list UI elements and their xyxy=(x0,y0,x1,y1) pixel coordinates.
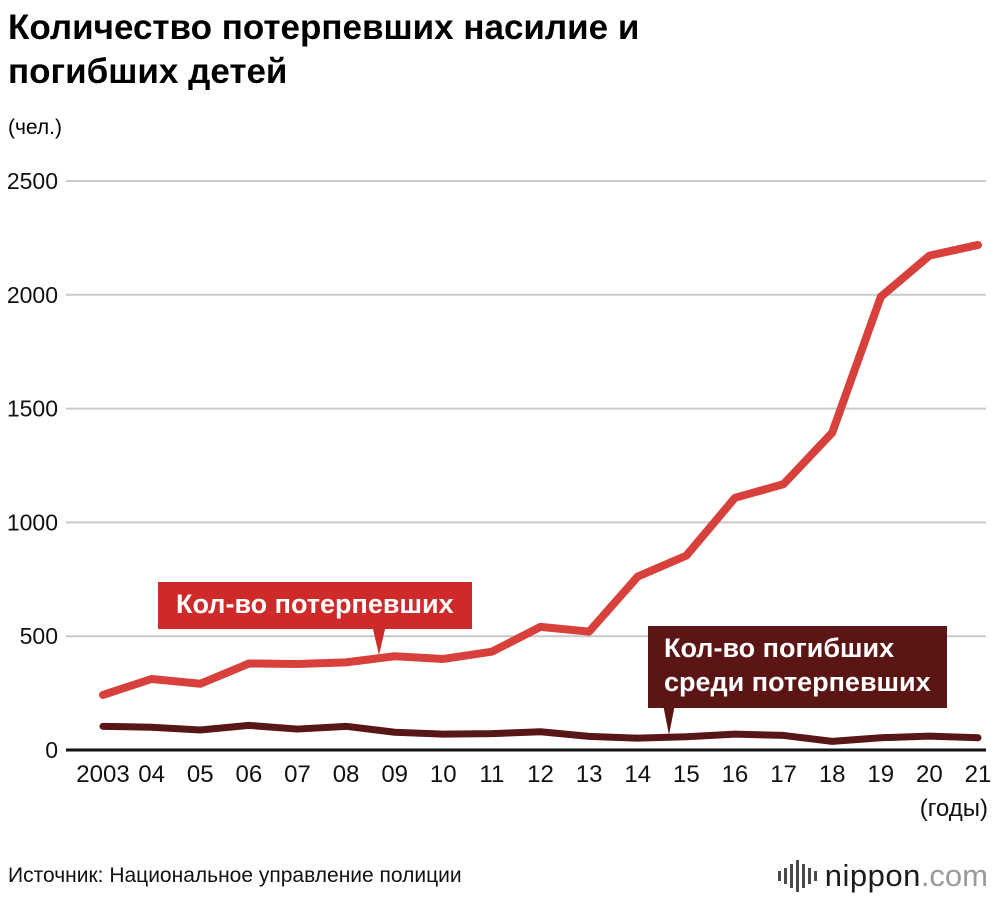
x-tick-label: 05 xyxy=(187,761,214,788)
deaths-label-pointer xyxy=(662,699,676,735)
title-line-1: Количество потерпевших насилие и xyxy=(8,8,640,47)
victims-series-label-text: Кол-во потерпевших xyxy=(176,589,454,619)
y-tick-label: 0 xyxy=(45,737,58,763)
y-tick-label: 500 xyxy=(20,623,58,649)
x-tick-label: 18 xyxy=(819,761,846,788)
x-tick-label: 13 xyxy=(576,761,603,788)
x-tick-label: 10 xyxy=(430,761,457,788)
x-tick-label: 21 xyxy=(965,761,992,788)
source-credit: Источник: Национальное управление полици… xyxy=(8,864,462,887)
x-tick-label: 06 xyxy=(235,761,262,788)
x-tick-label: 20 xyxy=(916,761,943,788)
victims-line xyxy=(99,240,982,699)
x-tick-label: 15 xyxy=(673,761,700,788)
victims-label-pointer xyxy=(372,625,386,655)
page-title: Количество потерпевших насилие и погибши… xyxy=(8,6,639,94)
deaths-line xyxy=(99,721,982,745)
y-tick-label: 1500 xyxy=(7,396,58,422)
logo-name: nippon xyxy=(824,858,921,893)
x-tick-label: 17 xyxy=(770,761,797,788)
x-tick-label: 19 xyxy=(867,761,894,788)
deaths-series-label: Кол-во погибших среди потерпевших xyxy=(648,626,947,708)
x-tick-label: 16 xyxy=(722,761,749,788)
deaths-series-label-line-2: среди потерпевших xyxy=(664,666,931,697)
x-tick-label: 08 xyxy=(333,761,360,788)
y-tick-label: 1000 xyxy=(7,509,58,535)
x-tick-label: 04 xyxy=(138,761,165,788)
x-tick-label: 14 xyxy=(624,761,651,788)
logo-domain: .com xyxy=(920,858,988,893)
nippon-com-logo: nippon.com xyxy=(777,858,988,894)
logo-bars-icon xyxy=(777,859,817,893)
x-tick-label: 09 xyxy=(381,761,408,788)
x-tick-label: 12 xyxy=(527,761,554,788)
y-tick-label: 2500 xyxy=(7,168,58,194)
x-axis-suffix-label: (годы) xyxy=(920,795,988,822)
y-tick-label: 2000 xyxy=(7,282,58,308)
deaths-series-label-line-1: Кол-во погибших xyxy=(664,633,895,663)
y-axis-unit-label: (чел.) xyxy=(8,116,62,139)
x-tick-label: 2003 xyxy=(76,761,129,788)
title-line-2: погибших детей xyxy=(8,52,288,92)
victims-series-label: Кол-во потерпевших xyxy=(158,582,472,629)
x-tick-label: 11 xyxy=(479,761,504,788)
line-chart: 0 500 1000 1500 2000 2500 2003 04 05 06 07 08 09 10 11… xyxy=(7,168,992,822)
x-tick-label: 07 xyxy=(284,761,311,788)
